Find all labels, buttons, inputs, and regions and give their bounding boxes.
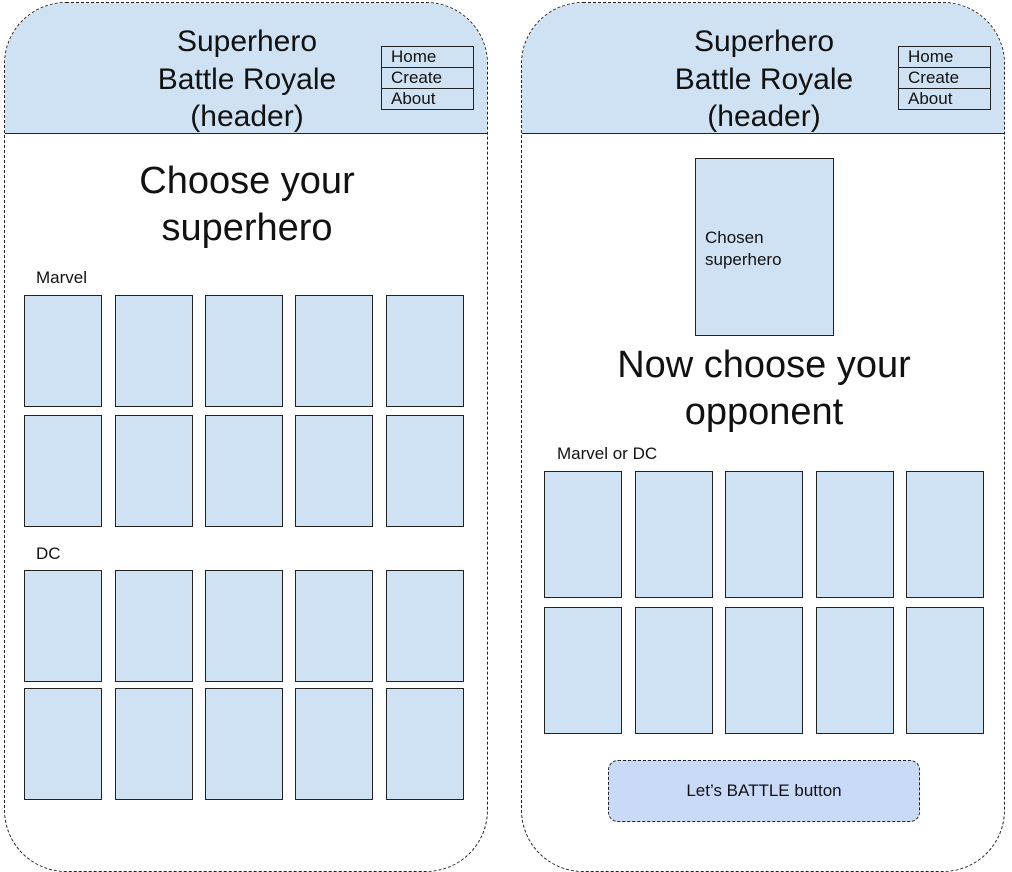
- dc-hero-card[interactable]: [386, 570, 464, 682]
- opponent-hero-card[interactable]: [906, 471, 984, 598]
- nav-create[interactable]: Create: [381, 67, 474, 89]
- opponent-hero-card[interactable]: [725, 471, 803, 598]
- dc-hero-card[interactable]: [205, 570, 283, 682]
- marvel-hero-card[interactable]: [295, 295, 373, 407]
- dc-section-label: DC: [36, 544, 61, 563]
- header: Superhero Battle Royale (header) Home Cr…: [522, 3, 1004, 134]
- opponent-hero-card[interactable]: [816, 607, 894, 734]
- marvel-hero-card[interactable]: [24, 295, 102, 407]
- dc-hero-card[interactable]: [386, 688, 464, 800]
- opponent-hero-card[interactable]: [544, 471, 622, 598]
- dc-hero-card[interactable]: [24, 570, 102, 682]
- marvel-section-label: Marvel: [36, 268, 88, 287]
- marvel-hero-card[interactable]: [24, 415, 102, 527]
- marvel-hero-card[interactable]: [205, 295, 283, 407]
- nav-home[interactable]: Home: [898, 46, 991, 68]
- opponent-hero-card[interactable]: [816, 471, 894, 598]
- marvel-hero-card[interactable]: [205, 415, 283, 527]
- page-heading: Choose your superhero: [139, 160, 355, 249]
- page-heading: Now choose your opponent: [617, 344, 911, 433]
- marvel-hero-card[interactable]: [115, 415, 193, 527]
- nav-home[interactable]: Home: [381, 46, 474, 68]
- dc-hero-card[interactable]: [205, 688, 283, 800]
- marvel-hero-card[interactable]: [295, 415, 373, 527]
- app-title: Superhero Battle Royale (header): [674, 25, 854, 133]
- header: Superhero Battle Royale (header) Home Cr…: [5, 3, 487, 134]
- choose-opponent-screen: Superhero Battle Royale (header) Home Cr…: [521, 2, 1005, 872]
- marvel-hero-card[interactable]: [386, 415, 464, 527]
- chosen-superhero-card: Chosen superhero: [695, 158, 834, 336]
- opponent-hero-card[interactable]: [725, 607, 803, 734]
- app-title: Superhero Battle Royale (header): [157, 25, 337, 133]
- dc-hero-card[interactable]: [115, 570, 193, 682]
- opponent-section-label: Marvel or DC: [557, 444, 658, 463]
- dc-hero-card[interactable]: [295, 570, 373, 682]
- nav-menu: Home Create About: [381, 46, 474, 110]
- opponent-hero-card[interactable]: [635, 607, 713, 734]
- opponent-hero-card[interactable]: [635, 471, 713, 598]
- nav-menu: Home Create About: [898, 46, 991, 110]
- dc-hero-card[interactable]: [295, 688, 373, 800]
- nav-create[interactable]: Create: [898, 67, 991, 89]
- opponent-hero-card[interactable]: [544, 607, 622, 734]
- nav-about[interactable]: About: [381, 88, 474, 110]
- battle-button[interactable]: Let’s BATTLE button: [608, 760, 920, 822]
- dc-hero-card[interactable]: [115, 688, 193, 800]
- dc-hero-card[interactable]: [24, 688, 102, 800]
- nav-about[interactable]: About: [898, 88, 991, 110]
- marvel-hero-card[interactable]: [386, 295, 464, 407]
- choose-hero-screen: Superhero Battle Royale (header) Home Cr…: [4, 2, 488, 872]
- opponent-hero-card[interactable]: [906, 607, 984, 734]
- marvel-hero-card[interactable]: [115, 295, 193, 407]
